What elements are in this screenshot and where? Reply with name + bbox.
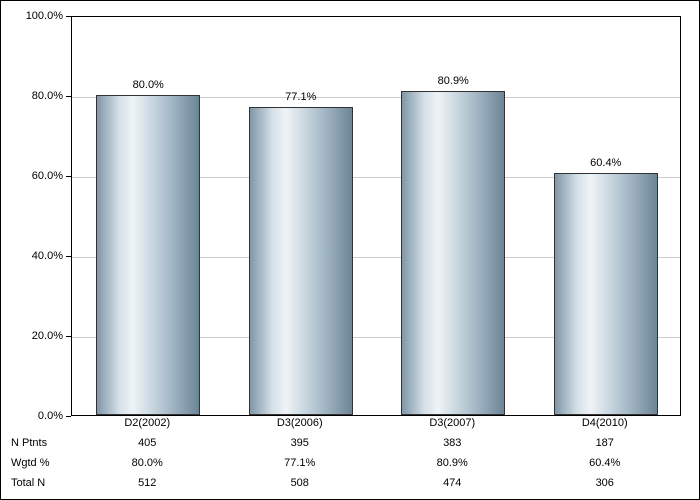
y-tick-mark [66, 16, 71, 17]
y-tick-label: 100.0% [8, 10, 63, 22]
table-row-label: Total N [11, 477, 66, 489]
y-tick-label: 0.0% [8, 410, 63, 422]
chart-container: 80.0% 77.1% 80.9% 60.4% D2(2002) D3(2006) D3(… [0, 0, 700, 500]
table-row: N Ptnts 405 395 383 187 [1, 437, 700, 457]
bar-value-label: 80.9% [438, 75, 469, 87]
y-tick-mark [66, 256, 71, 257]
y-tick-label: 40.0% [8, 250, 63, 262]
table-row: D2(2002) D3(2006) D3(2007) D4(2010) [1, 417, 700, 437]
bar-value-label: 77.1% [285, 91, 316, 103]
plot-area: 80.0% 77.1% 80.9% 60.4% [71, 16, 681, 416]
bar [554, 173, 658, 415]
table-cell: 77.1% [240, 457, 360, 469]
table-cell: D3(2007) [392, 417, 512, 429]
y-tick-mark [66, 336, 71, 337]
y-tick-mark [66, 416, 71, 417]
y-tick-mark [66, 176, 71, 177]
table-cell: 405 [87, 437, 207, 449]
y-tick-label: 60.0% [8, 170, 63, 182]
table-cell: D2(2002) [87, 417, 207, 429]
table-cell: 306 [545, 477, 665, 489]
table-cell: 80.9% [392, 457, 512, 469]
table-cell: 395 [240, 437, 360, 449]
table-cell: D3(2006) [240, 417, 360, 429]
table-row-label: Wgtd % [11, 457, 66, 469]
table-cell: 60.4% [545, 457, 665, 469]
table-cell: 474 [392, 477, 512, 489]
table-cell: 512 [87, 477, 207, 489]
bar-value-label: 60.4% [590, 157, 621, 169]
table-cell: 508 [240, 477, 360, 489]
bar [96, 95, 200, 415]
table-cell: D4(2010) [545, 417, 665, 429]
y-tick-label: 80.0% [8, 90, 63, 102]
bar [249, 107, 353, 415]
y-tick-mark [66, 96, 71, 97]
table-row: Wgtd % 80.0% 77.1% 80.9% 60.4% [1, 457, 700, 477]
bar-value-label: 80.0% [133, 79, 164, 91]
table-cell: 383 [392, 437, 512, 449]
y-tick-label: 20.0% [8, 330, 63, 342]
table-cell: 187 [545, 437, 665, 449]
table-cell: 80.0% [87, 457, 207, 469]
table-row: Total N 512 508 474 306 [1, 477, 700, 497]
bar [401, 91, 505, 415]
table-row-label: N Ptnts [11, 437, 66, 449]
